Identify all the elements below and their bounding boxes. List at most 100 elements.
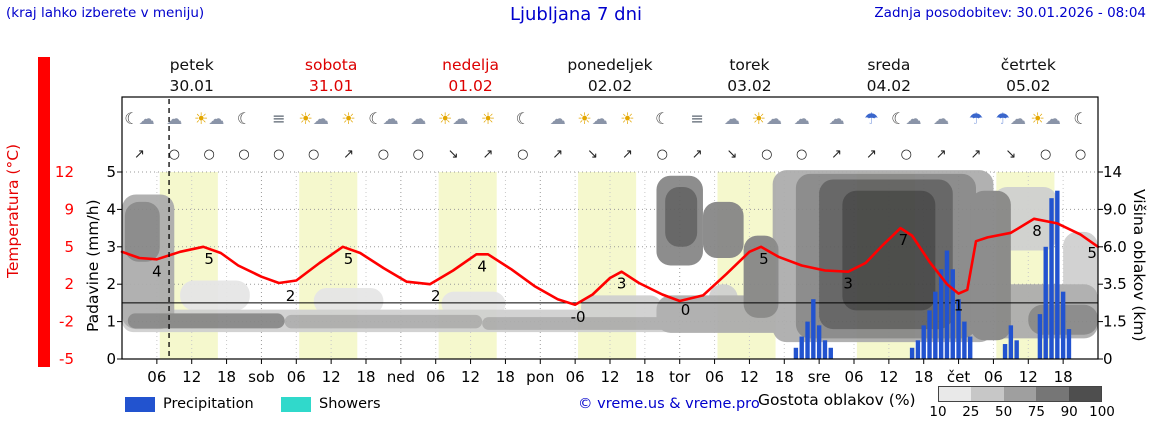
precipitation-bar <box>1037 314 1043 359</box>
weather-icon: ☀ <box>481 109 495 128</box>
cloud-height-tick-label: 14 <box>1103 163 1122 181</box>
density-segment <box>1003 387 1037 401</box>
temperature-value-label: 4 <box>152 262 162 280</box>
weather-icon: ☀☁ <box>1031 109 1061 128</box>
precipitation-bar <box>816 325 822 359</box>
day-date: 05.02 <box>1006 77 1050 95</box>
weather-icon: ☾☁ <box>891 109 921 128</box>
wind-symbol: ↗ <box>971 147 982 162</box>
day-name: ponedeljek <box>567 56 652 74</box>
cloud-blob <box>482 317 680 330</box>
cloud-blob <box>743 235 779 318</box>
cloud-blob <box>702 201 744 259</box>
weather-icon: ☾ <box>655 109 669 128</box>
day-headers: petek 30.01 sobota 31.01 nedelja 01.02 ponedel… <box>170 56 1056 95</box>
weather-icon: ☾☁ <box>368 109 398 128</box>
wind-symbol: ↗ <box>936 147 947 162</box>
day-name: nedelja <box>442 56 499 74</box>
temperature-value-label: 0 <box>681 301 691 319</box>
temperature-labels: 4 5 2 5 2 4 -0 3 0 5 3 7 1 8 5 <box>152 222 1097 326</box>
copyright-link[interactable]: © vreme.us & vreme.pro <box>578 396 760 412</box>
wind-symbol: ↘ <box>727 147 738 162</box>
temperature-value-label: 2 <box>286 287 296 305</box>
day-date: 30.01 <box>170 77 214 95</box>
density-tick-label: 10 <box>929 404 947 420</box>
axis-ticks: 12 5 149 4 9.05 3 6.02 2 3.5-2 1 1.5-5 0 0 <box>55 163 1127 368</box>
temperature-value-label: 8 <box>1032 222 1042 240</box>
showers-swatch <box>281 397 311 412</box>
cloud-height-tick-label: 3.5 <box>1103 275 1127 293</box>
temperature-value-label: 1 <box>954 297 964 315</box>
x-tick-label: 18 <box>356 368 375 386</box>
temperature-value-label: 5 <box>204 250 214 268</box>
density-segment <box>971 387 1004 401</box>
precipitation-legend-label: Precipitation <box>163 396 254 412</box>
precipitation-bar <box>1002 344 1008 359</box>
x-tick-label: 12 <box>1019 368 1038 386</box>
wind-symbol: ○ <box>761 147 772 162</box>
x-tick-label: tor <box>669 368 691 386</box>
precipitation-bars <box>793 190 1072 359</box>
cloud-height-tick-label: 6.0 <box>1103 238 1127 256</box>
day-name: torek <box>729 56 769 74</box>
precipitation-tick-label: 1 <box>106 313 116 331</box>
temperature-axis-strip <box>38 57 50 367</box>
temperature-tick-label: 2 <box>64 275 74 293</box>
weather-icon: ☂ <box>864 109 878 128</box>
wind-symbol: ○ <box>901 147 912 162</box>
location-hint[interactable]: (kraj lahko izberete v meniju) <box>6 5 205 21</box>
day-name: petek <box>170 56 214 74</box>
x-tick-label: 18 <box>635 368 654 386</box>
precipitation-bar <box>938 269 944 359</box>
weather-icon: ☂☁ <box>996 109 1026 128</box>
x-tick-label: pon <box>526 368 554 386</box>
wind-symbol: ↗ <box>552 147 563 162</box>
precipitation-bar <box>1043 246 1048 359</box>
x-tick-label: 12 <box>879 368 898 386</box>
weather-icon: ☀☁ <box>438 109 468 128</box>
temperature-tick-label: 5 <box>64 238 74 256</box>
weather-icons-row: ☾☁ ☁ ☀☁ ☾ ≡ ☀☁ ☀ ☾☁ ☁ ☀☁ ☀ ☾ ☁ ☀☁ ☀ ☾ ≡ ☁ ☀☁ ☁ ☁ ☂ ☾☁ ☁ ☂ ☂☁ ☀☁ ☾ <box>124 109 1087 128</box>
precipitation-bar <box>811 299 816 359</box>
wind-symbol: ○ <box>203 147 214 162</box>
cloud-blob <box>665 186 698 247</box>
temperature-tick-label: 12 <box>55 163 74 181</box>
wind-symbol: ↗ <box>831 147 842 162</box>
wind-symbol: ↘ <box>448 147 459 162</box>
cloud-blob <box>313 287 384 315</box>
weather-icon: ☁ <box>166 109 182 128</box>
wind-symbol: ↘ <box>1005 147 1016 162</box>
weather-icon: ☁ <box>550 109 566 128</box>
precipitation-swatch <box>125 397 155 412</box>
x-tick-label: 18 <box>496 368 515 386</box>
precipitation-bar <box>921 325 926 359</box>
showers-legend-label: Showers <box>319 396 381 412</box>
day-name: sobota <box>305 56 357 74</box>
cloud-blob <box>970 190 1011 341</box>
weather-icon: ☁ <box>410 109 426 128</box>
day-date: 04.02 <box>867 77 911 95</box>
precipitation-tick-label: 3 <box>106 238 116 256</box>
x-tick-label: 12 <box>461 368 480 386</box>
wind-symbol: ○ <box>378 147 389 162</box>
precipitation-bar <box>1049 198 1054 359</box>
precipitation-bar <box>1008 325 1014 359</box>
x-tick-label: 06 <box>984 368 1003 386</box>
wind-symbol: ↘ <box>587 147 598 162</box>
precipitation-bar <box>1060 291 1066 359</box>
weather-icon: ☾ <box>237 109 251 128</box>
x-tick-label: 06 <box>287 368 306 386</box>
wind-symbol: ↗ <box>866 147 877 162</box>
day-date: 03.02 <box>727 77 771 95</box>
temperature-tick-label: 9 <box>64 200 74 218</box>
cloud-density-label: Gostota oblakov (%) <box>758 391 916 409</box>
precipitation-tick-label: 0 <box>106 350 116 368</box>
wind-symbol: ○ <box>169 147 180 162</box>
temperature-tick-label: -5 <box>59 350 74 368</box>
wind-symbol: ↗ <box>692 147 703 162</box>
precipitation-tick-label: 5 <box>106 163 116 181</box>
day-date: 02.02 <box>588 77 632 95</box>
day-name: četrtek <box>1001 56 1056 74</box>
